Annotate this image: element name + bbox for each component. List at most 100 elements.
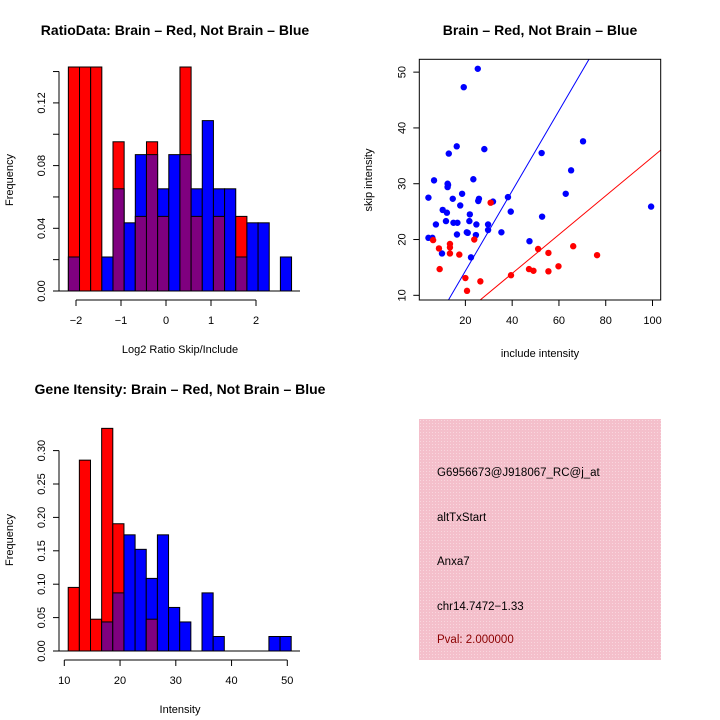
not-brain-bar (212, 636, 225, 652)
not-brain-bar (201, 592, 214, 652)
not-brain-point (466, 217, 473, 225)
not-brain-point (457, 202, 464, 209)
info-panel-background (419, 419, 661, 660)
overlap-bar (101, 621, 114, 652)
overlap-bar (212, 215, 226, 292)
y-tick-label: 20 (396, 233, 408, 245)
not-brain-point (538, 149, 545, 157)
overlap-bar (157, 215, 170, 292)
brain-point (462, 274, 469, 282)
x-tick-label: 20 (114, 675, 126, 687)
not-brain-bar (168, 154, 181, 292)
not-brain-point (538, 213, 546, 220)
not-brain-point (453, 231, 461, 238)
x-tick-label: −2 (70, 315, 83, 327)
brain-point (570, 243, 577, 250)
x-tick-label: 80 (600, 315, 612, 327)
not-brain-point (460, 83, 467, 91)
intensity-scatter-plot: Brain – Red, Not Brain – Blue 20 40 60 80 100… (363, 22, 662, 360)
x-tick-label: 1 (208, 315, 214, 327)
not-brain-bar (201, 120, 214, 292)
not-brain-point (438, 250, 446, 257)
overlap-bar (145, 618, 158, 652)
y-tick-label: 0.08 (36, 155, 48, 176)
brain-bar (90, 618, 103, 652)
not-brain-point (449, 195, 456, 202)
y-tick-label: 0.00 (36, 640, 48, 661)
overlap-bar (145, 154, 159, 292)
brain-point (436, 265, 443, 273)
ratio-histogram: RatioData: Brain – Red, Not Brain – Blue… (4, 22, 309, 356)
brain-bar (90, 66, 103, 292)
not-brain-point (567, 167, 575, 174)
brain-point (463, 287, 471, 295)
not-brain-point (454, 219, 461, 226)
not-brain-point (443, 209, 451, 216)
not-brain-bar (123, 534, 136, 652)
not-brain-bar (224, 188, 237, 292)
not-brain-point (442, 217, 450, 225)
overlap-bar (112, 188, 125, 292)
brain-fit-line (479, 149, 661, 300)
x-tick-label: 30 (170, 675, 182, 687)
brain-point (487, 199, 494, 206)
not-brain-point (481, 145, 488, 153)
brain-point (530, 267, 537, 274)
overlap-bar (67, 256, 81, 292)
y-tick-label: 0.00 (36, 280, 48, 301)
not-brain-bar (279, 256, 293, 292)
brain-bar (79, 66, 92, 292)
overlap-bar (112, 592, 125, 652)
overlap-bar (190, 215, 203, 292)
brain-point (446, 244, 454, 251)
not-brain-bar (123, 222, 136, 292)
overlap-bar (134, 215, 147, 292)
gene-intensity-histogram: Gene Itensity: Brain – Red, Not Brain – … (4, 381, 326, 716)
overlap-bar (235, 256, 248, 292)
brain-point (545, 249, 552, 257)
not-brain-bar (246, 222, 259, 292)
y-tick-label: 40 (396, 122, 408, 134)
chart-title: Gene Itensity: Brain – Red, Not Brain – … (35, 381, 326, 397)
not-brain-bar (134, 548, 147, 652)
y-tick-label: 0.30 (36, 440, 48, 461)
not-brain-point (526, 237, 533, 245)
brain-point (471, 236, 478, 243)
y-tick-label: 0.04 (36, 218, 48, 239)
y-axis-label: Frequency (4, 514, 16, 566)
not-brain-point (475, 195, 483, 202)
brain-point (456, 251, 463, 258)
y-tick-label: 10 (396, 289, 408, 301)
not-brain-point (458, 190, 466, 197)
brain-point (555, 263, 562, 270)
y-tick-label: 0.10 (36, 573, 48, 594)
not-brain-bar (279, 636, 292, 652)
x-tick-label: −1 (115, 315, 128, 327)
not-brain-point (473, 221, 480, 228)
x-tick-label: 40 (225, 675, 237, 687)
not-brain-point (474, 65, 481, 72)
x-tick-label: 20 (459, 315, 471, 327)
not-brain-point (464, 229, 471, 237)
y-tick-label: 0.20 (36, 507, 48, 528)
brain-point (477, 278, 484, 285)
brain-bar (67, 586, 80, 652)
x-tick-label: 40 (506, 315, 518, 327)
y-axis-label: skip intensity (363, 148, 375, 211)
probe-id: G6956673@J918067_RC@j_at (437, 467, 601, 479)
not-brain-bar (179, 621, 192, 652)
x-axis-label: Log2 Ratio Skip/Include (122, 344, 238, 356)
x-tick-label: 100 (643, 315, 661, 327)
not-brain-point (444, 181, 452, 189)
not-brain-point (484, 221, 492, 228)
overlap-bar (179, 154, 192, 292)
not-brain-point (507, 208, 514, 215)
info-panel: G6956673@J918067_RC@j_at altTxStart Anxa… (419, 419, 661, 660)
not-brain-point (425, 194, 432, 201)
not-brain-fit-line (447, 59, 590, 300)
gene-name: Anxa7 (437, 556, 470, 568)
x-axis-label: Intensity (160, 704, 201, 716)
not-brain-point (453, 143, 460, 150)
not-brain-point (432, 221, 440, 228)
